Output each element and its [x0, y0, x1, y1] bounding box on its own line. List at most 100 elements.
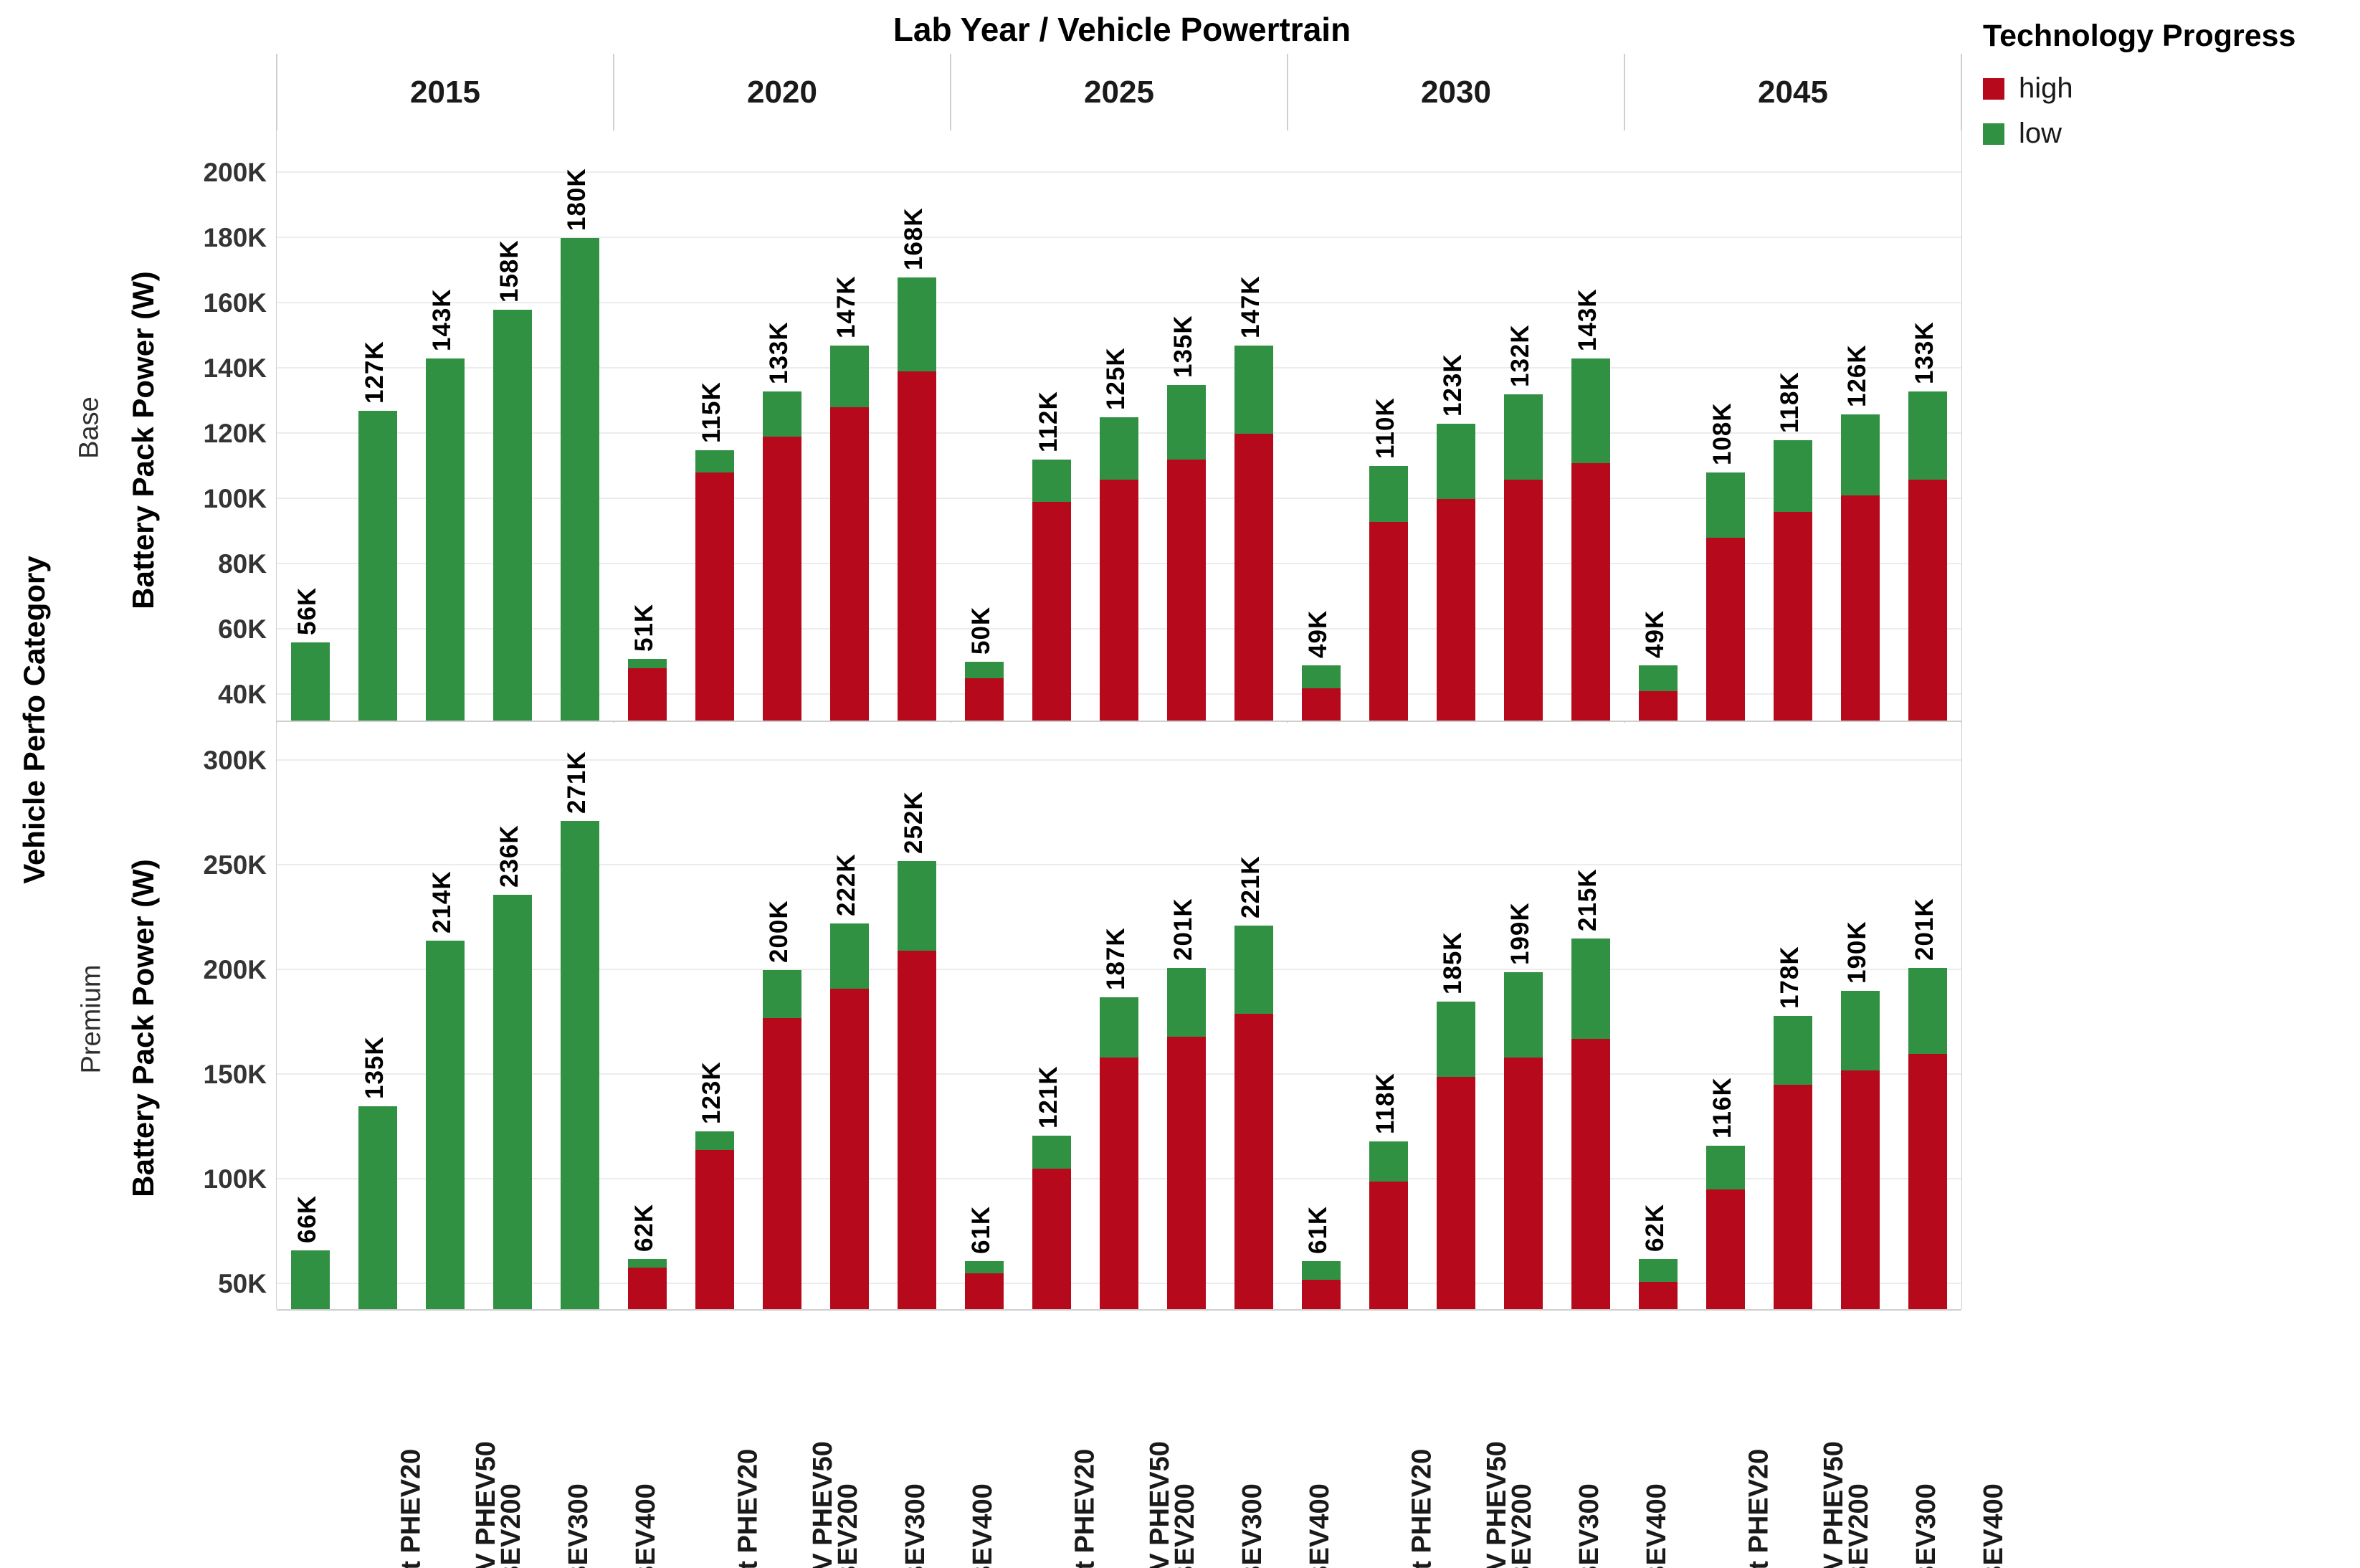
bar-segment-high[interactable]: [1908, 1054, 1947, 1309]
bar-segment-low[interactable]: [561, 821, 599, 1309]
bar-bev400[interactable]: [1908, 391, 1947, 721]
legend-item-high[interactable]: high: [1983, 72, 2295, 105]
bar-erev-phev50[interactable]: [1706, 1146, 1745, 1309]
bar-segment-low[interactable]: [1841, 991, 1880, 1070]
bar-segment-low[interactable]: [1369, 1141, 1408, 1182]
bar-segment-low[interactable]: [1032, 460, 1071, 502]
bar-segment-low[interactable]: [1774, 1016, 1812, 1085]
bar-erev-phev50[interactable]: [1369, 1141, 1408, 1309]
bar-segment-high[interactable]: [898, 951, 936, 1309]
bar-segment-low[interactable]: [1571, 358, 1610, 463]
bar-segment-high[interactable]: [1100, 1058, 1138, 1309]
bar-segment-high[interactable]: [1571, 1039, 1610, 1309]
year-header-2045[interactable]: 2045: [1758, 75, 1828, 110]
bar-bev300[interactable]: [1841, 991, 1880, 1309]
bar-segment-high[interactable]: [898, 371, 936, 721]
bar-bev400[interactable]: [898, 277, 936, 721]
bar-segment-low[interactable]: [358, 411, 397, 721]
bar-segment-low[interactable]: [695, 450, 734, 472]
bar-segment-high[interactable]: [1774, 1085, 1812, 1309]
x-axis-label-split-phev20[interactable]: Split PHEV20: [1070, 1448, 1100, 1568]
bar-segment-low[interactable]: [1100, 417, 1138, 480]
x-axis-label-bev200[interactable]: BEV200: [1169, 1483, 1200, 1568]
bar-bev200[interactable]: [763, 970, 801, 1309]
bar-segment-high[interactable]: [628, 668, 667, 721]
bar-bev300[interactable]: [1504, 972, 1543, 1309]
bar-segment-low[interactable]: [1167, 968, 1206, 1037]
bar-segment-low[interactable]: [1167, 385, 1206, 460]
bar-bev200[interactable]: [1774, 1016, 1812, 1309]
bar-segment-low[interactable]: [1302, 665, 1341, 688]
bar-bev400[interactable]: [1571, 358, 1610, 721]
bar-split-phev20[interactable]: [291, 1250, 330, 1309]
x-axis-label-bev300[interactable]: BEV300: [1237, 1483, 1267, 1568]
bar-segment-low[interactable]: [1706, 1146, 1745, 1189]
bar-bev300[interactable]: [1167, 968, 1206, 1309]
x-axis-label-bev400[interactable]: BEV400: [630, 1483, 661, 1568]
bar-segment-low[interactable]: [1706, 472, 1745, 538]
bar-erev-phev50[interactable]: [1706, 472, 1745, 721]
bar-erev-phev50[interactable]: [695, 1131, 734, 1309]
bar-segment-high[interactable]: [695, 472, 734, 721]
x-axis-label-bev300[interactable]: BEV300: [563, 1483, 594, 1568]
bar-segment-low[interactable]: [1908, 391, 1947, 480]
bar-bev300[interactable]: [830, 346, 869, 721]
x-axis-label-bev300[interactable]: BEV300: [1911, 1483, 1941, 1568]
bar-bev200[interactable]: [426, 941, 465, 1309]
bar-segment-high[interactable]: [965, 1273, 1004, 1309]
bar-bev300[interactable]: [1167, 385, 1206, 721]
bar-segment-low[interactable]: [1032, 1136, 1071, 1169]
x-axis-label-bev300[interactable]: BEV300: [1574, 1483, 1604, 1568]
bar-segment-high[interactable]: [1167, 460, 1206, 721]
bar-segment-high[interactable]: [1302, 688, 1341, 721]
year-header-2025[interactable]: 2025: [1084, 75, 1154, 110]
bar-segment-high[interactable]: [1234, 434, 1273, 721]
bar-segment-high[interactable]: [1032, 1169, 1071, 1309]
bar-segment-low[interactable]: [291, 1250, 330, 1309]
x-axis-label-bev200[interactable]: BEV200: [1506, 1483, 1537, 1568]
bar-bev200[interactable]: [763, 391, 801, 721]
bar-split-phev20[interactable]: [291, 642, 330, 721]
bar-segment-low[interactable]: [1908, 968, 1947, 1054]
bar-segment-high[interactable]: [1504, 480, 1543, 721]
bar-segment-low[interactable]: [1841, 414, 1880, 495]
bar-segment-low[interactable]: [1437, 424, 1475, 499]
x-axis-label-split-phev20[interactable]: Split PHEV20: [1407, 1448, 1437, 1568]
bar-segment-high[interactable]: [1571, 463, 1610, 721]
bar-segment-high[interactable]: [1908, 480, 1947, 721]
bar-bev300[interactable]: [493, 310, 532, 721]
bar-segment-high[interactable]: [1369, 1182, 1408, 1309]
x-axis-label-bev200[interactable]: BEV200: [1843, 1483, 1874, 1568]
bar-segment-high[interactable]: [830, 989, 869, 1309]
bar-segment-high[interactable]: [1100, 480, 1138, 721]
x-axis-label-split-phev20[interactable]: Split PHEV20: [396, 1448, 427, 1568]
bar-segment-high[interactable]: [1369, 522, 1408, 721]
bar-segment-low[interactable]: [1639, 1259, 1678, 1282]
bar-segment-high[interactable]: [1437, 499, 1475, 721]
bar-segment-low[interactable]: [1369, 466, 1408, 522]
bar-segment-low[interactable]: [1774, 440, 1812, 512]
bar-segment-low[interactable]: [291, 642, 330, 721]
bar-bev200[interactable]: [1437, 424, 1475, 721]
x-axis-label-bev300[interactable]: BEV300: [900, 1483, 931, 1568]
bar-segment-low[interactable]: [426, 941, 465, 1309]
bar-segment-low[interactable]: [695, 1131, 734, 1150]
bar-segment-low[interactable]: [1639, 665, 1678, 691]
bar-segment-low[interactable]: [426, 358, 465, 721]
bar-bev400[interactable]: [1571, 939, 1610, 1309]
bar-segment-low[interactable]: [763, 970, 801, 1018]
bar-segment-high[interactable]: [1639, 691, 1678, 721]
bar-bev400[interactable]: [561, 238, 599, 721]
bar-segment-low[interactable]: [493, 895, 532, 1309]
bar-segment-low[interactable]: [628, 659, 667, 668]
bar-split-phev20[interactable]: [1639, 665, 1678, 721]
bar-segment-high[interactable]: [1841, 1070, 1880, 1309]
bar-segment-low[interactable]: [1234, 346, 1273, 434]
legend-item-low[interactable]: low: [1983, 118, 2295, 150]
bar-segment-low[interactable]: [1234, 926, 1273, 1014]
bar-segment-low[interactable]: [830, 346, 869, 407]
bar-split-phev20[interactable]: [1302, 1261, 1341, 1309]
bar-bev300[interactable]: [1504, 394, 1543, 721]
bar-bev400[interactable]: [1234, 926, 1273, 1309]
bar-segment-high[interactable]: [763, 1018, 801, 1309]
